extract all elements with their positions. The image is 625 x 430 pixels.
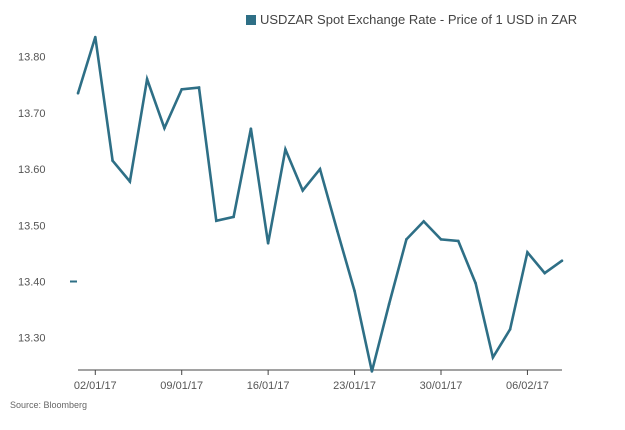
x-tick-label: 02/01/17 <box>74 380 117 392</box>
data-point <box>197 86 201 89</box>
data-point <box>301 189 305 192</box>
data-point <box>284 148 287 151</box>
data-point <box>560 259 564 263</box>
legend-swatch <box>246 15 256 25</box>
y-tick-label: 13.50 <box>18 220 46 232</box>
legend-label: USDZAR Spot Exchange Rate - Price of 1 U… <box>260 12 577 27</box>
data-point <box>370 370 374 373</box>
x-tick-label: 09/01/17 <box>160 380 203 392</box>
data-point <box>76 91 80 95</box>
data-point <box>249 127 253 130</box>
y-tick-label: 13.30 <box>18 333 46 345</box>
data-point <box>543 271 547 275</box>
data-point <box>491 356 495 359</box>
data-points <box>76 35 564 373</box>
data-point <box>422 220 426 223</box>
data-point <box>93 35 97 39</box>
series-line <box>76 36 563 372</box>
x-axis: 02/01/17 09/01/17 16/01/17 23/01/17 30/01/17… <box>74 370 549 392</box>
x-tick-label: 06/02/17 <box>506 380 549 392</box>
data-point <box>163 126 166 130</box>
data-point <box>474 281 477 285</box>
data-point <box>318 167 322 171</box>
data-point <box>214 219 218 223</box>
data-point <box>439 238 443 241</box>
x-tick-label: 30/01/17 <box>420 380 463 392</box>
data-point <box>508 327 512 331</box>
source-note: Source: Bloomberg <box>10 400 87 410</box>
y-tick-label: 13.80 <box>18 52 46 64</box>
data-point <box>387 302 391 306</box>
x-tick-label: 16/01/17 <box>247 380 290 392</box>
y-axis: 13.30 13.40 13.50 13.60 13.70 13.80 <box>18 52 46 345</box>
data-point <box>232 215 235 219</box>
y-tick-label: 13.60 <box>18 164 46 176</box>
data-point <box>128 180 132 183</box>
y-tick-label: 13.70 <box>18 108 46 120</box>
data-point <box>180 87 184 91</box>
data-point <box>526 250 529 254</box>
data-point <box>266 241 270 245</box>
data-point <box>353 289 356 293</box>
data-point <box>145 77 149 81</box>
data-point <box>405 238 408 241</box>
y-tick-label: 13.40 <box>18 277 46 289</box>
x-tick-label: 23/01/17 <box>333 380 376 392</box>
data-point <box>111 159 114 162</box>
data-point <box>335 229 339 233</box>
data-point <box>456 239 460 243</box>
